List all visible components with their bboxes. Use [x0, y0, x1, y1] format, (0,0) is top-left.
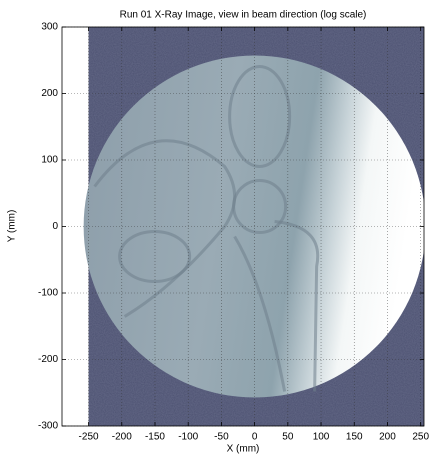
x-tick-label: 0: [252, 432, 258, 443]
y-tick-label: 200: [41, 88, 58, 99]
x-tick-label: -200: [112, 432, 132, 443]
x-tick-label: 200: [379, 432, 396, 443]
y-axis-label: Y (mm): [7, 210, 18, 243]
y-tick-label: -200: [38, 354, 58, 365]
chart-title: Run 01 X-Ray Image, view in beam directi…: [120, 10, 367, 21]
iliac-shadow: [228, 65, 292, 168]
femur-shaft: [233, 220, 320, 392]
y-tick-label: -100: [38, 288, 58, 299]
x-tick-label: 50: [282, 432, 294, 443]
x-tick-label: -50: [214, 432, 229, 443]
x-tick-label: -150: [145, 432, 165, 443]
x-tick-label: 250: [412, 432, 429, 443]
y-tick-label: 100: [41, 155, 58, 166]
x-tick-label: -100: [178, 432, 198, 443]
x-tick-label: -250: [79, 432, 99, 443]
obturator: [118, 230, 192, 283]
pelvis: [93, 139, 237, 318]
y-tick-label: -300: [38, 421, 58, 432]
y-tick-label: 300: [41, 22, 58, 33]
x-axis-label: X (mm): [227, 444, 260, 455]
y-tick-label: 0: [52, 221, 58, 232]
x-tick-label: 100: [313, 432, 330, 443]
x-tick-label: 150: [346, 432, 363, 443]
